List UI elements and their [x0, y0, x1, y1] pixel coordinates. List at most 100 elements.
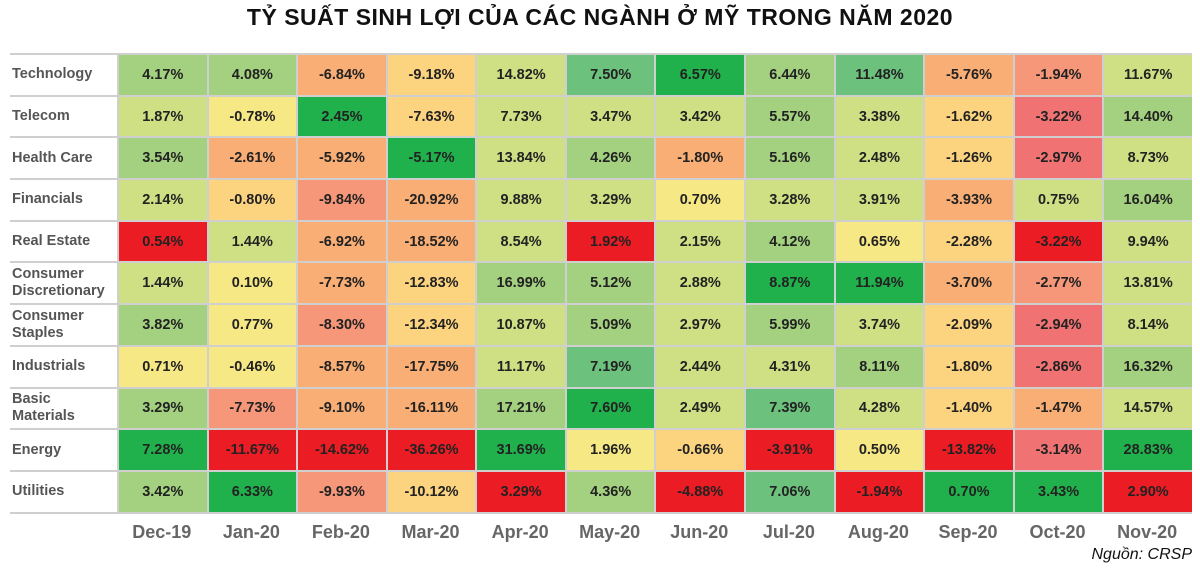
x-tick-label: May-20: [579, 522, 641, 542]
heatmap-row: Real Estate 0.54% 1.44% -6.92% -18.52% 8.54% 1…: [10, 219, 1192, 262]
row-label: Health Care: [12, 149, 93, 166]
heatmap-cell: 2.45%: [296, 96, 386, 137]
heatmap-cell: 8.54%: [475, 221, 565, 262]
heatmap-row: Health Care 3.54% -2.61% -5.92% -5.17% 13.84%…: [10, 136, 1192, 179]
heatmap-cell: -0.46%: [206, 346, 297, 387]
heatmap-cell: 10.87%: [475, 305, 565, 345]
heatmap-cell: 4.08%: [206, 55, 297, 95]
heatmap-cell: 3.28%: [744, 180, 834, 220]
heatmap-cell: 3.38%: [833, 96, 924, 137]
heatmap-cell: -13.82%: [923, 430, 1013, 470]
heatmap-row: Utilities 3.42% 6.33% -9.93% -10.12% 3.29% 4.3…: [10, 469, 1192, 514]
heatmap-cell: 14.57%: [1102, 388, 1192, 429]
heatmap-cell: -2.28%: [923, 221, 1013, 262]
heatmap-cell: 0.77%: [206, 305, 297, 345]
heatmap-cell: -18.52%: [385, 221, 476, 262]
heatmap-cell: 28.83%: [1102, 430, 1192, 470]
heatmap-cell: 3.43%: [1012, 471, 1103, 512]
heatmap-cell: 2.90%: [1102, 471, 1192, 512]
heatmap-cell: 3.29%: [564, 180, 655, 220]
heatmap-cell: 3.91%: [833, 180, 924, 220]
heatmap-cell: -11.67%: [206, 430, 297, 470]
row-label: Energy: [12, 441, 62, 458]
heatmap-cell: -5.17%: [385, 138, 476, 179]
x-axis: Dec-19 Jan-20 Feb-20 Mar-20 Apr-20 May-20 Jun-…: [117, 522, 1192, 543]
row-label: Basic Materials: [12, 391, 75, 425]
heatmap-row: Financials 2.14% -0.80% -9.84% -20.92% 9.88% 3…: [10, 178, 1192, 220]
x-tick-label: Apr-20: [491, 522, 549, 542]
heatmap-cell: -1.40%: [923, 388, 1013, 429]
heatmap-cell: 5.16%: [744, 138, 834, 179]
heatmap-cell: 11.67%: [1102, 55, 1192, 95]
x-tick-label: Jan-20: [222, 522, 280, 542]
heatmap-cell: -9.18%: [385, 55, 476, 95]
heatmap-row: Industrials 0.71% -0.46% -8.57% -17.75% 11.17…: [10, 344, 1192, 387]
heatmap-cell: 4.31%: [744, 346, 834, 387]
source-note: Nguồn: CRSP: [1091, 546, 1193, 563]
row-label: Consumer Staples: [12, 307, 84, 341]
heatmap-cell: -16.11%: [385, 388, 476, 429]
heatmap-cell: 2.97%: [654, 305, 745, 345]
heatmap-cell: -36.26%: [385, 430, 476, 470]
heatmap-cell: 11.48%: [833, 55, 924, 95]
heatmap-cell: 0.10%: [206, 263, 297, 304]
heatmap-cell: 11.94%: [833, 263, 924, 304]
heatmap-cell: 3.54%: [117, 138, 207, 179]
heatmap-cell: -3.93%: [923, 180, 1013, 220]
heatmap-cell: 2.14%: [117, 180, 207, 220]
heatmap-cell: -2.86%: [1012, 346, 1103, 387]
heatmap-cell: 7.19%: [564, 346, 655, 387]
heatmap-cell: -2.61%: [206, 138, 297, 179]
heatmap-cell: 7.50%: [564, 55, 655, 95]
heatmap-cell: 0.65%: [833, 221, 924, 262]
heatmap-cell: 16.99%: [475, 263, 565, 304]
heatmap-cell: 6.44%: [744, 55, 834, 95]
heatmap-cell: 3.47%: [564, 96, 655, 137]
heatmap-cell: -7.73%: [206, 388, 297, 429]
heatmap-cell: -8.57%: [296, 346, 386, 387]
heatmap-cell: 7.06%: [744, 471, 834, 512]
heatmap-cell: 1.44%: [117, 263, 207, 304]
x-tick-label: Sep-20: [938, 522, 998, 542]
heatmap-cell: 8.14%: [1102, 305, 1192, 345]
heatmap-cell: 2.15%: [654, 221, 745, 262]
heatmap-cell: 1.92%: [564, 221, 655, 262]
heatmap-cell: -12.34%: [385, 305, 476, 345]
heatmap-row: Basic Materials 3.29% -7.73% -9.10% -16.11% 1…: [10, 386, 1192, 429]
heatmap-cell: 31.69%: [475, 430, 565, 470]
heatmap-row: Consumer Discretionary 1.44% 0.10% -7.73% -1…: [10, 261, 1192, 304]
x-tick-label: Jun-20: [670, 522, 729, 542]
heatmap-cell: -1.94%: [833, 471, 924, 512]
heatmap-cell: 1.96%: [564, 430, 655, 470]
heatmap-cell: -1.26%: [923, 138, 1013, 179]
heatmap-cell: -2.09%: [923, 305, 1013, 345]
heatmap-cell: -5.76%: [923, 55, 1013, 95]
heatmap-row: Telecom 1.87% -0.78% 2.45% -7.63% 7.73% 3.47% 3…: [10, 94, 1192, 137]
heatmap-cell: 2.88%: [654, 263, 745, 304]
heatmap-cell: 3.82%: [117, 305, 207, 345]
heatmap-cell: 5.99%: [744, 305, 834, 345]
row-label: Consumer Discretionary: [12, 266, 105, 300]
heatmap-cell: 2.49%: [654, 388, 745, 429]
heatmap-cell: 16.32%: [1102, 346, 1192, 387]
heatmap-cell: -7.73%: [296, 263, 386, 304]
heatmap-cell: -9.93%: [296, 471, 386, 512]
heatmap-cell: -3.14%: [1012, 430, 1103, 470]
heatmap-cell: -14.62%: [296, 430, 386, 470]
heatmap-cell: 4.28%: [833, 388, 924, 429]
heatmap-row: Energy 7.28% -11.67% -14.62% -36.26% 31.69% 1.…: [10, 428, 1192, 470]
heatmap-cell: 7.60%: [564, 388, 655, 429]
heatmap-cell: 4.36%: [564, 471, 655, 512]
heatmap-cell: 8.73%: [1102, 138, 1192, 179]
heatmap-cell: -5.92%: [296, 138, 386, 179]
heatmap-cell: 1.44%: [206, 221, 297, 262]
heatmap-cell: 8.11%: [833, 346, 924, 387]
heatmap-cell: -20.92%: [385, 180, 476, 220]
heatmap-grid: Technology 4.17% 4.08% -6.84% -9.18% 14.82% 7.…: [10, 53, 1192, 514]
row-label: Utilities: [12, 483, 65, 500]
heatmap-cell: -1.94%: [1012, 55, 1103, 95]
row-label: Industrials: [12, 358, 86, 375]
heatmap-cell: 9.88%: [475, 180, 565, 220]
row-label: Real Estate: [12, 233, 91, 250]
heatmap-cell: 3.29%: [117, 388, 207, 429]
